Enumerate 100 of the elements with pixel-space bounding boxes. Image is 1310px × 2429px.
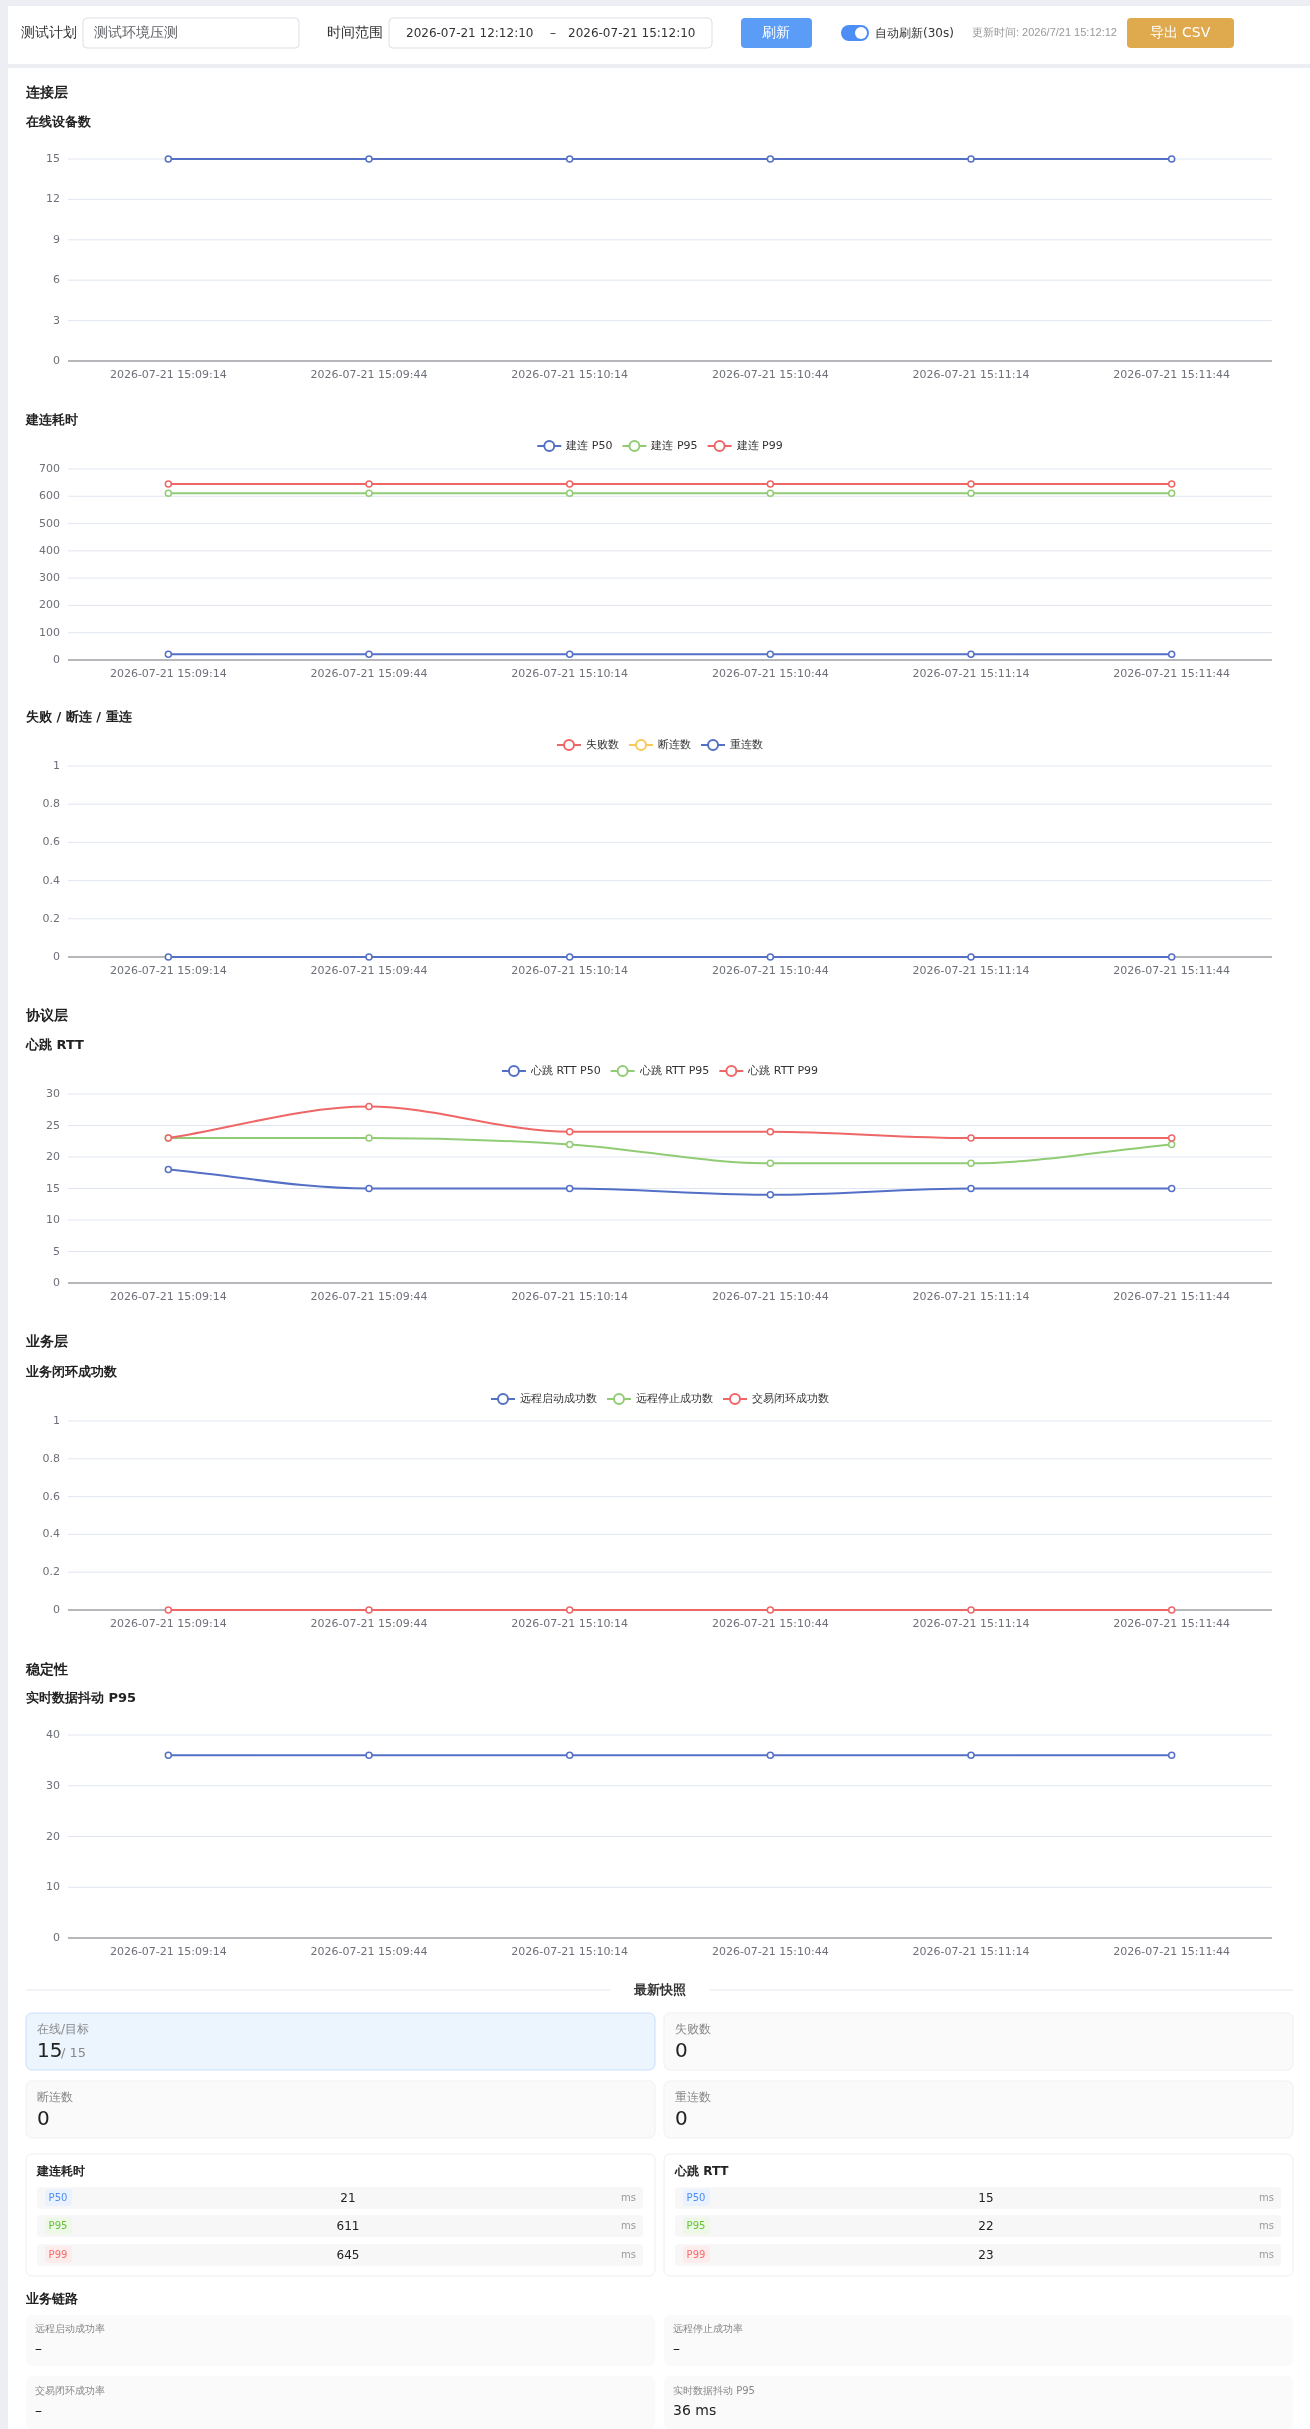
legend-label: 交易闭环成功数 [752, 1392, 829, 1405]
text: 实时数据抖动 P95 [673, 2385, 755, 2396]
y-tick-label: 0 [53, 354, 60, 367]
text: 36 ms [673, 2402, 717, 2418]
text: 21 [340, 2190, 356, 2205]
text: – [35, 2340, 42, 2356]
x-tick-label: 2026-07-21 15:10:14 [511, 1290, 629, 1303]
y-tick-label: 0.6 [42, 1489, 60, 1503]
point [365, 1102, 373, 1111]
x-tick-label: 2026-07-21 15:09:44 [310, 1290, 428, 1303]
x-tick-label: 2026-07-21 15:11:14 [912, 368, 1030, 381]
point [164, 480, 173, 488]
x-tick-label: 2026-07-21 15:11:14 [912, 1290, 1030, 1303]
text: / 15 [61, 2044, 87, 2060]
point [565, 1184, 574, 1193]
y-tick-label: 20 [46, 1829, 60, 1843]
x-tick-label: 2026-07-21 15:09:44 [310, 964, 428, 977]
point [766, 1159, 775, 1168]
y-tick-label: 0 [53, 1276, 60, 1289]
legend-label: 断连数 [658, 738, 691, 751]
legend-label: 心跳 RTT P99 [747, 1064, 819, 1077]
point [967, 480, 975, 488]
point [365, 489, 373, 498]
y-tick-label: 300 [39, 571, 60, 585]
x-tick-label: 2026-07-21 15:11:44 [1113, 667, 1231, 680]
chart-subtitle: 业务层 [25, 1333, 68, 1349]
text: 时间范围 [327, 24, 383, 40]
text: 业务链路 [25, 2290, 78, 2306]
y-tick-label: 20 [46, 1150, 60, 1163]
point [565, 1140, 574, 1149]
x-tick-label: 2026-07-21 15:11:14 [912, 964, 1030, 977]
x-tick-label: 2026-07-21 15:10:14 [511, 1617, 629, 1630]
legend-label: 远程停止成功数 [636, 1392, 713, 1405]
text: 2026-07-21 12:12:10 [406, 25, 534, 40]
text: 645 [336, 2247, 360, 2262]
y-tick-label: 10 [46, 1213, 60, 1226]
text: 刷新 [762, 24, 790, 40]
text: ms [621, 2192, 636, 2203]
text: ms [1259, 2192, 1274, 2203]
point [565, 480, 574, 488]
legend-label: 失败数 [586, 738, 619, 751]
y-tick-label: 0.6 [42, 835, 60, 849]
point [1167, 480, 1176, 488]
x-tick-label: 2026-07-21 15:11:44 [1113, 368, 1231, 381]
chart-subtitle: 协议层 [25, 1007, 68, 1023]
legend-label: 心跳 RTT P95 [638, 1064, 710, 1077]
text: 失败数 [675, 2021, 711, 2036]
y-tick-label: 0.2 [42, 911, 60, 925]
y-tick-label: 10 [46, 1880, 60, 1894]
point [1167, 1184, 1176, 1193]
text: 23 [978, 2247, 994, 2262]
chart-subtitle: 连接层 [25, 84, 68, 100]
chart-title: 失败 / 断连 / 重连 [26, 708, 133, 724]
x-tick-label: 2026-07-21 15:10:14 [511, 964, 629, 977]
y-tick-label: 200 [39, 598, 60, 612]
x-tick-label: 2026-07-21 15:09:14 [109, 667, 227, 680]
legend-label: 远程启动成功数 [520, 1392, 597, 1405]
x-tick-label: 2026-07-21 15:09:14 [109, 1945, 227, 1958]
point [164, 489, 173, 498]
x-tick-label: 2026-07-21 15:11:14 [912, 1945, 1030, 1958]
point [766, 1128, 775, 1136]
y-tick-label: 3 [53, 313, 60, 327]
text: P50 [48, 2192, 68, 2203]
point [164, 1165, 173, 1174]
y-tick-label: 500 [39, 516, 60, 530]
text: ms [621, 2249, 636, 2260]
y-tick-label: 0 [53, 1603, 60, 1616]
x-tick-label: 2026-07-21 15:10:44 [711, 1945, 829, 1958]
x-tick-label: 2026-07-21 15:11:44 [1113, 1290, 1231, 1303]
point [565, 1128, 574, 1136]
y-tick-label: 9 [53, 232, 60, 246]
text: 交易闭环成功率 [35, 2385, 105, 2396]
y-tick-label: 6 [53, 273, 60, 287]
point [967, 489, 975, 498]
point [967, 650, 975, 659]
x-tick-label: 2026-07-21 15:11:44 [1113, 1617, 1231, 1630]
y-tick-label: 25 [46, 1118, 60, 1132]
x-tick-label: 2026-07-21 15:09:44 [310, 1945, 428, 1958]
point [1167, 489, 1176, 498]
chart-title: 业务闭环成功数 [25, 1363, 118, 1379]
point [967, 1159, 975, 1168]
text: – [35, 2402, 42, 2418]
y-tick-label: 40 [46, 1728, 60, 1741]
point [365, 650, 373, 659]
text: 心跳 RTT [674, 2163, 730, 2178]
x-tick-label: 2026-07-21 15:10:14 [511, 667, 629, 680]
y-tick-label: 0.8 [42, 1451, 60, 1465]
x-tick-label: 2026-07-21 15:10:14 [511, 1945, 629, 1958]
text: ms [1259, 2220, 1274, 2231]
chart-subtitle: 稳定性 [25, 1661, 68, 1677]
text: 导出 CSV [1149, 24, 1211, 40]
text: 远程停止成功率 [673, 2323, 743, 2334]
y-tick-label: 0.4 [42, 1527, 60, 1541]
point [766, 489, 775, 498]
text: 在线/目标 [37, 2021, 90, 2036]
point [1167, 1140, 1176, 1149]
text: P99 [48, 2249, 68, 2260]
y-tick-label: 1 [53, 759, 60, 772]
legend-label: 重连数 [730, 738, 763, 751]
x-tick-label: 2026-07-21 15:11:44 [1113, 964, 1231, 977]
